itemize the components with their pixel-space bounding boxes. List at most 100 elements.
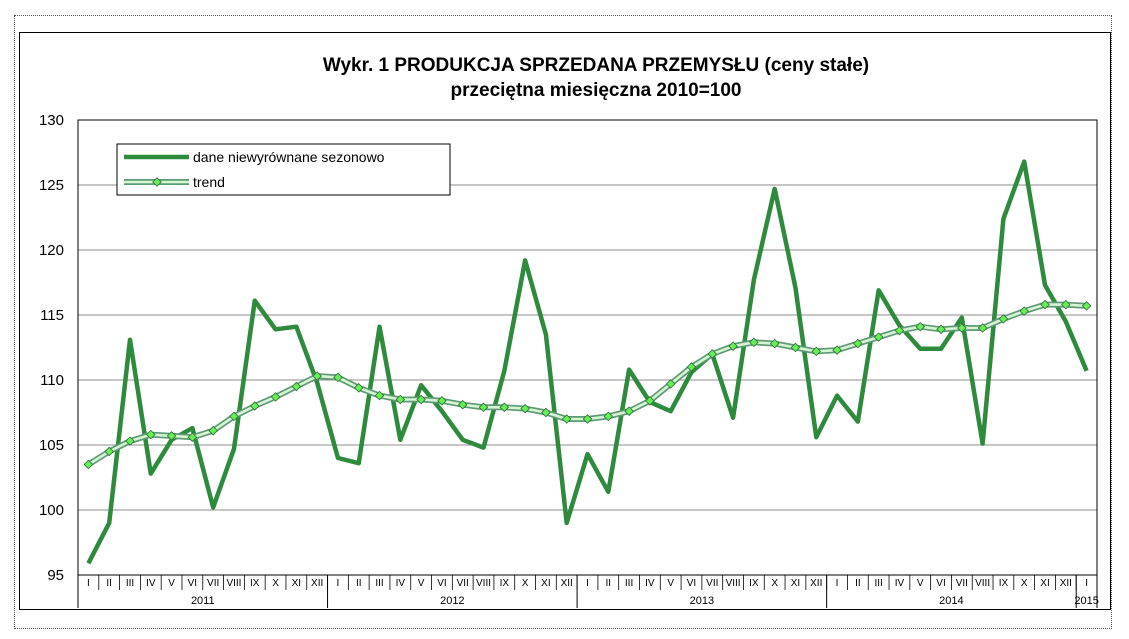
x-tick-label: I xyxy=(1085,578,1088,589)
x-tick-label: I xyxy=(337,578,340,589)
x-tick-label: V xyxy=(667,578,674,589)
y-tick-label: 125 xyxy=(39,177,64,194)
trend-marker xyxy=(790,342,801,353)
x-tick-label: XII xyxy=(1060,578,1072,589)
trend-marker xyxy=(1081,301,1092,311)
x-tick-label: XI xyxy=(541,578,550,589)
x-tick-label: VII xyxy=(706,578,718,589)
trend-marker xyxy=(353,383,364,393)
x-tick-label: V xyxy=(917,578,924,589)
plot-area xyxy=(77,119,1098,576)
trend-marker xyxy=(624,406,634,416)
trend-marker xyxy=(395,394,406,405)
x-tick-label: III xyxy=(625,578,633,589)
trend-marker xyxy=(749,337,759,348)
x-tick-label: VII xyxy=(457,578,469,589)
trend-marker xyxy=(291,381,302,392)
series-line-raw xyxy=(86,159,1089,565)
trend-marker xyxy=(957,323,967,333)
trend-marker xyxy=(125,436,135,446)
x-tick-label: XI xyxy=(292,578,301,589)
x-tick-label: VI xyxy=(936,578,945,589)
x-tick-label: XII xyxy=(561,578,573,589)
chart-frame xyxy=(19,32,1111,610)
x-tick-label: VIII xyxy=(726,578,741,589)
trend-marker xyxy=(603,411,614,422)
trend-marker xyxy=(977,323,988,333)
x-tick-label: VII xyxy=(207,578,219,589)
x-tick-label: I xyxy=(836,578,839,589)
x-tick-label: II xyxy=(606,578,612,589)
x-tick-label: II xyxy=(106,578,112,589)
legend-trend-marker xyxy=(152,177,162,187)
trend-marker xyxy=(728,341,738,351)
x-tick-label: II xyxy=(855,578,861,589)
x-tick-label: IV xyxy=(146,578,156,589)
series-line-trend xyxy=(87,303,1087,466)
y-tick-label: 120 xyxy=(39,242,64,259)
x-tick-label: X xyxy=(522,578,529,589)
trend-marker xyxy=(374,390,385,401)
trend-marker xyxy=(582,414,593,424)
trend-marker xyxy=(520,403,530,414)
y-tick-label: 130 xyxy=(39,112,64,129)
trend-marker xyxy=(270,392,281,402)
x-tick-label: X xyxy=(771,578,778,589)
x-tick-label: II xyxy=(356,578,362,589)
x-tick-label: X xyxy=(1021,578,1028,589)
trend-marker xyxy=(561,414,572,424)
chart-title: Wykr. 1 PRODUKCJA SPRZEDANA PRZEMYSŁU (c… xyxy=(323,55,869,76)
y-tick-label: 115 xyxy=(40,307,64,324)
x-tick-label: V xyxy=(168,578,175,589)
x-tick-label: XI xyxy=(1040,578,1049,589)
trend-marker xyxy=(249,401,260,411)
y-tick-label: 105 xyxy=(39,437,64,454)
legend-label-trend: trend xyxy=(193,174,225,190)
trend-marker xyxy=(915,321,926,332)
trend-marker xyxy=(457,399,468,410)
x-tick-label: III xyxy=(126,578,134,589)
x-tick-label: VII xyxy=(956,578,968,589)
x-tick-label: X xyxy=(272,578,279,589)
x-tick-label: IV xyxy=(895,578,905,589)
x-tick-label: IX xyxy=(999,578,1009,589)
outer-frame xyxy=(14,15,1112,629)
trend-marker xyxy=(312,371,322,381)
trend-marker xyxy=(437,396,447,406)
trend-marker xyxy=(832,345,842,355)
trend-marker xyxy=(104,446,114,457)
trend-marker xyxy=(333,372,343,383)
trend-marker xyxy=(853,338,863,349)
trend-marker xyxy=(1061,299,1071,310)
year-label: 2015 xyxy=(1074,595,1098,607)
trend-marker xyxy=(541,407,551,418)
trend-marker xyxy=(187,432,198,442)
y-tick-label: 95 xyxy=(47,567,64,584)
year-label: 2014 xyxy=(939,595,963,607)
trend-marker xyxy=(208,425,218,436)
year-label: 2011 xyxy=(191,595,215,607)
x-tick-label: IX xyxy=(500,578,510,589)
trend-marker xyxy=(894,325,905,336)
trend-marker xyxy=(665,379,676,389)
x-tick-label: IV xyxy=(645,578,655,589)
x-tick-label: I xyxy=(87,578,90,589)
trend-marker xyxy=(811,346,822,357)
x-tick-label: III xyxy=(375,578,383,589)
trend-marker xyxy=(998,314,1009,324)
y-tick-label: 100 xyxy=(39,502,64,519)
x-tick-label: I xyxy=(586,578,589,589)
x-tick-label: VI xyxy=(188,578,197,589)
trend-marker xyxy=(686,362,697,372)
trend-marker xyxy=(936,324,946,335)
y-tick-label: 110 xyxy=(40,372,64,389)
year-label: 2013 xyxy=(690,595,714,607)
legend-label-raw: dane niewyrównane sezonowo xyxy=(193,149,385,165)
legend-box xyxy=(116,143,451,196)
trend-marker xyxy=(83,459,94,470)
x-tick-label: III xyxy=(874,578,882,589)
trend-marker xyxy=(769,338,780,349)
trend-marker xyxy=(1019,306,1029,316)
trend-marker xyxy=(499,402,510,413)
